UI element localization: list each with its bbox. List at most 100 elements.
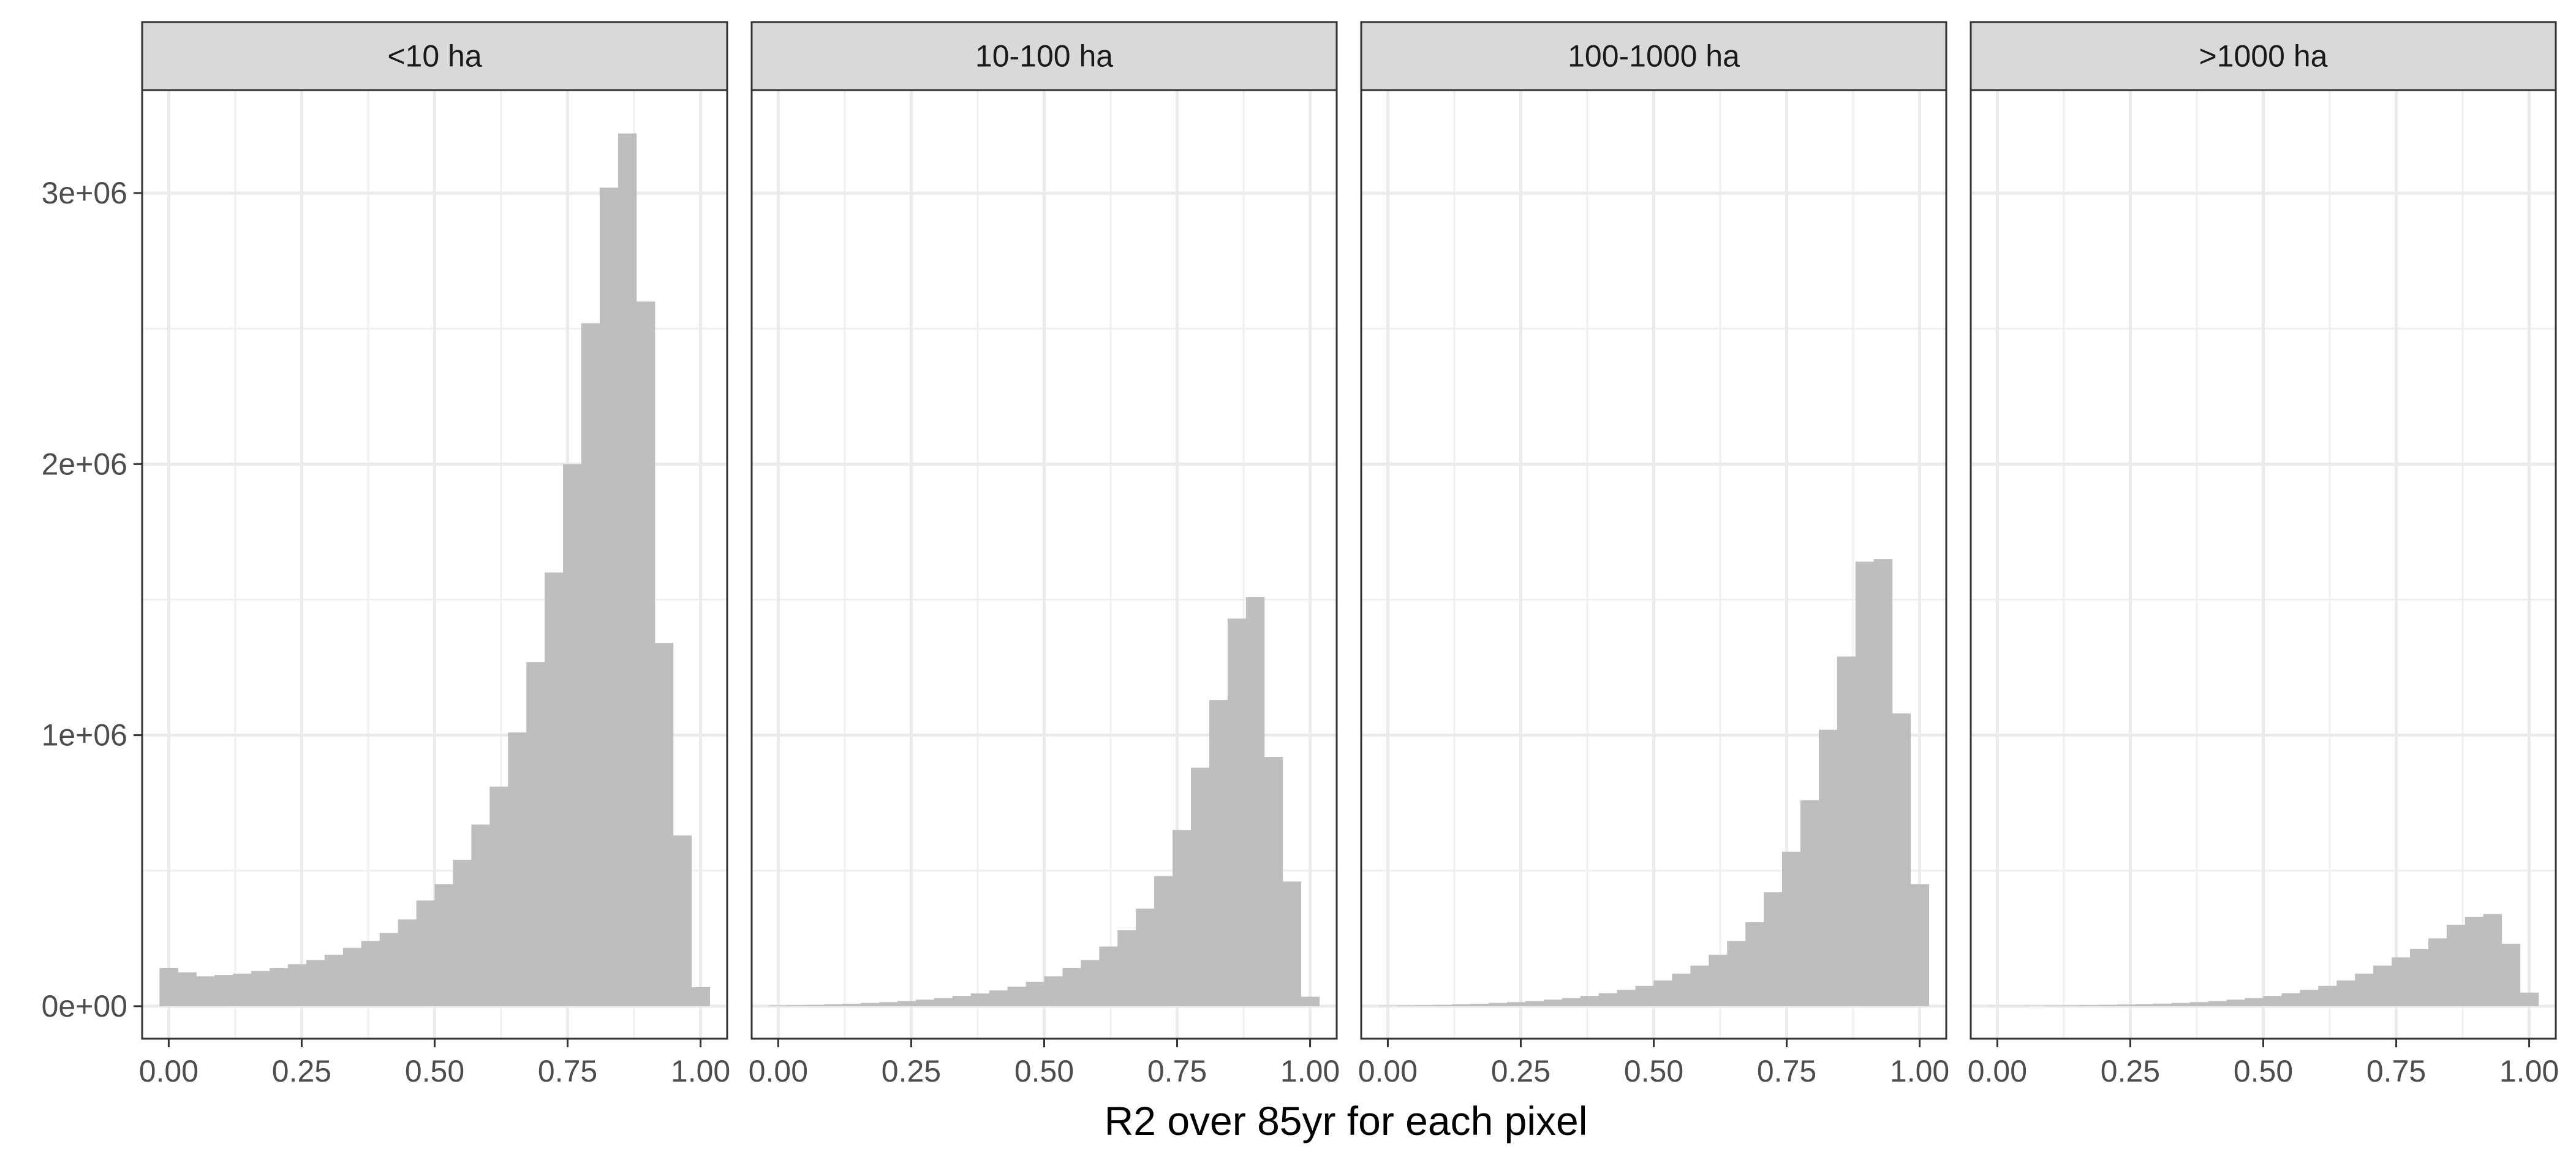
histogram-bar bbox=[1873, 559, 1893, 1006]
x-tick-label: 0.25 bbox=[272, 1054, 331, 1088]
histogram-bar bbox=[361, 941, 380, 1006]
histogram-bar bbox=[842, 1003, 861, 1006]
y-tick-label: 1e+06 bbox=[42, 718, 127, 753]
histogram-bar bbox=[2117, 1004, 2136, 1006]
histogram-bar bbox=[1117, 930, 1136, 1006]
histogram-bar bbox=[251, 971, 270, 1006]
histogram-bar bbox=[1635, 985, 1655, 1006]
histogram-bar bbox=[861, 1003, 880, 1006]
facet-strip-label: 100-1000 ha bbox=[1568, 39, 1740, 74]
facet-strip bbox=[750, 21, 1338, 91]
histogram-bar bbox=[2446, 925, 2466, 1006]
histogram-bar bbox=[398, 919, 417, 1006]
histogram-bar bbox=[824, 1004, 843, 1006]
histogram-bar bbox=[2263, 996, 2282, 1006]
histogram-bar bbox=[1264, 757, 1283, 1006]
histogram-bar bbox=[934, 998, 953, 1006]
histogram-bar bbox=[2409, 949, 2429, 1006]
histogram-bar bbox=[1764, 892, 1783, 1006]
histogram-bar bbox=[2465, 916, 2484, 1006]
histogram-bar bbox=[1062, 968, 1081, 1006]
histogram-bar bbox=[1452, 1004, 1471, 1006]
histogram-bar bbox=[879, 1002, 898, 1006]
y-tick-label: 3e+06 bbox=[42, 176, 127, 210]
histogram-bar bbox=[1727, 941, 1746, 1006]
facet-panel-0: <10 ha 0.00 0.25 0.50 0.75 1.00 bbox=[139, 21, 730, 1088]
histogram-bar bbox=[1653, 980, 1672, 1006]
histogram-bar bbox=[618, 133, 637, 1006]
histogram-bar bbox=[288, 964, 307, 1006]
histogram-bar bbox=[1081, 960, 1100, 1006]
histogram-bar bbox=[178, 972, 197, 1006]
histogram-bar bbox=[1154, 876, 1173, 1006]
histogram-bar bbox=[1044, 976, 1063, 1006]
histogram-bar bbox=[2520, 992, 2539, 1006]
histogram-bar bbox=[2189, 1002, 2209, 1006]
x-tick-label: 0.00 bbox=[1968, 1054, 2027, 1088]
histogram-bar bbox=[1818, 729, 1838, 1006]
x-tick-label: 0.50 bbox=[2234, 1054, 2293, 1088]
y-axis: 0e+00 1e+06 2e+06 3e+06 bbox=[42, 176, 142, 1023]
x-tick-label: 0.00 bbox=[139, 1054, 198, 1088]
histogram-bar bbox=[1099, 946, 1118, 1006]
histogram-bar bbox=[1282, 881, 1302, 1006]
histogram-bar bbox=[545, 572, 564, 1006]
histogram-bar bbox=[1910, 884, 1930, 1006]
x-tick-label: 0.75 bbox=[1147, 1054, 1207, 1088]
histogram-bar bbox=[2336, 980, 2355, 1006]
y-tick-label: 2e+06 bbox=[42, 447, 127, 481]
histogram-bar bbox=[1209, 700, 1228, 1006]
histogram-bar bbox=[1190, 767, 1210, 1006]
histogram-bar bbox=[453, 860, 472, 1006]
histogram-bar bbox=[489, 786, 508, 1006]
histogram-bar bbox=[1690, 965, 1709, 1006]
histogram-bar bbox=[581, 323, 600, 1006]
histogram-bar bbox=[324, 954, 344, 1006]
x-tick-label: 0.50 bbox=[405, 1054, 464, 1088]
histogram-bar bbox=[1745, 922, 1764, 1006]
histogram-bar bbox=[915, 999, 935, 1006]
histogram-bar bbox=[526, 662, 545, 1006]
x-tick-label: 1.00 bbox=[1890, 1054, 1949, 1088]
histogram-bar bbox=[1562, 998, 1581, 1006]
histogram-bar bbox=[1837, 656, 1856, 1006]
histogram-bar bbox=[2392, 957, 2411, 1006]
x-tick-label: 0.75 bbox=[1757, 1054, 1816, 1088]
histogram-bar bbox=[1227, 618, 1247, 1006]
histogram-bar bbox=[1470, 1003, 1489, 1006]
histogram-bar bbox=[1173, 830, 1192, 1006]
histogram-bar bbox=[2428, 938, 2447, 1006]
histogram-bar bbox=[1800, 800, 1819, 1006]
histogram-bar bbox=[2134, 1004, 2154, 1006]
histogram-bar bbox=[508, 732, 527, 1006]
histogram-bar bbox=[342, 947, 362, 1006]
histogram-bar bbox=[434, 884, 453, 1006]
histogram-bar bbox=[1025, 982, 1045, 1006]
facet-strip-label: 10-100 ha bbox=[975, 39, 1113, 74]
histogram-bar bbox=[654, 643, 674, 1006]
histogram-bar bbox=[2080, 1005, 2099, 1006]
facet-panel-3: >1000 ha 0.00 0.25 0.50 0.75 1.00 bbox=[1968, 21, 2559, 1088]
histogram-bar bbox=[2208, 1001, 2227, 1006]
histogram-bar bbox=[214, 975, 233, 1006]
histogram-bar bbox=[270, 968, 289, 1006]
histogram-bar bbox=[2171, 1003, 2191, 1006]
histogram-bar bbox=[1543, 999, 1563, 1006]
histogram-bar bbox=[1415, 1005, 1434, 1006]
histogram-bar bbox=[2373, 965, 2392, 1006]
histogram-bar bbox=[1709, 954, 1728, 1006]
histogram-bar bbox=[1580, 996, 1600, 1006]
histogram-bar bbox=[636, 301, 655, 1006]
y-tick-label: 0e+00 bbox=[42, 989, 127, 1023]
histogram-bar bbox=[1507, 1002, 1526, 1006]
x-tick-label: 0.75 bbox=[2366, 1054, 2426, 1088]
histogram-bar bbox=[952, 996, 972, 1006]
x-tick-label: 0.25 bbox=[1491, 1054, 1551, 1088]
histogram-bar bbox=[2300, 990, 2319, 1006]
histogram-bar bbox=[673, 835, 692, 1006]
facet-strip bbox=[1360, 21, 1947, 91]
facet-strip bbox=[1970, 21, 2557, 91]
histogram-bar bbox=[416, 900, 436, 1006]
x-axis-title: R2 over 85yr for each pixel bbox=[1105, 1098, 1588, 1143]
